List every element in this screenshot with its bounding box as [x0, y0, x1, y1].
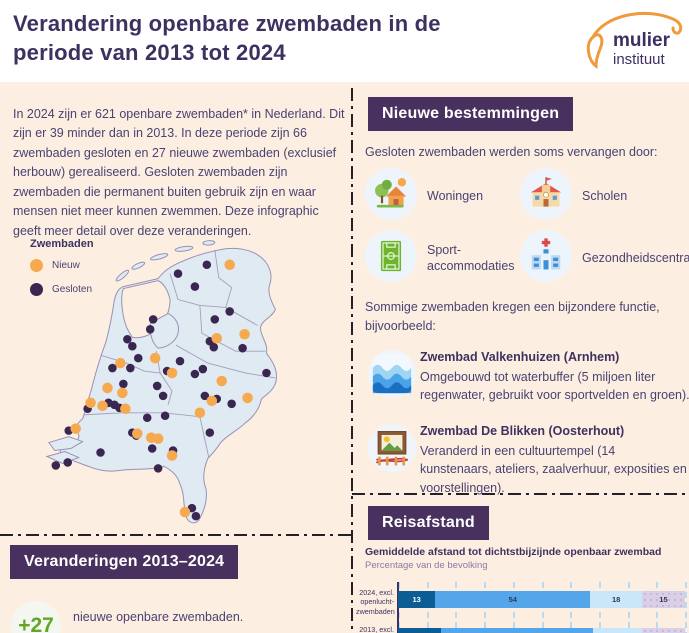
travel-distance-chart: 2024, excl. openlucht-zwembaden 13 54 18 15 2… [356, 578, 689, 633]
column-divider [351, 88, 353, 633]
page-title-line1: Verandering openbare zwembaden in de [13, 11, 441, 36]
nieuw-dot-icon [30, 259, 43, 272]
map-legend: Zwembaden Nieuw Gesloten [30, 238, 94, 307]
art-gallery-icon [368, 424, 416, 472]
dest-label-gezondheidscentra: Gezondheidscentra [582, 251, 689, 265]
left-section-divider [0, 534, 352, 536]
section-heading-bestemmingen: Nieuwe bestemmingen [368, 97, 574, 131]
logo-swoosh-icon [586, 33, 604, 70]
header: Verandering openbare zwembaden in de peri… [0, 0, 689, 82]
chart-category-label: 2013, excl. openlucht-zwembaden [359, 625, 394, 633]
chart-subtitle: Percentage van de bevolking [365, 560, 488, 571]
stat-label: nieuwe openbare zwembaden. [73, 610, 244, 624]
bar-segment: 15 [641, 591, 685, 608]
gesloten-dot-icon [30, 283, 43, 296]
dest-label-sportaccommodaties: Sport-accommodaties [427, 243, 515, 274]
special-item-title: Zwembad Valkenhuizen (Arnhem) [420, 350, 620, 364]
stat-plus27: +27 [11, 601, 61, 633]
section-heading-reisafstand: Reisafstand [368, 506, 489, 540]
bar-segment: 54 [435, 591, 591, 608]
svg-text:instituut: instituut [613, 51, 666, 68]
sports-field-icon [365, 230, 417, 282]
page-title: Verandering openbare zwembaden in de peri… [13, 9, 533, 67]
bar-segment: 18 [590, 591, 642, 608]
special-item-title: Zwembad De Blikken (Oosterhout) [420, 424, 625, 438]
special-item-deblikken: Zwembad De Blikken (Oosterhout) Verander… [420, 422, 689, 497]
bar-segment-value: 13 [412, 595, 421, 604]
special-intro: Sommige zwembaden kregen een bijzondere … [365, 300, 660, 333]
health-center-icon [520, 230, 572, 282]
legend-item-gesloten: Gesloten [30, 283, 94, 296]
water-waves-icon [368, 350, 416, 398]
page-title-line2: periode van 2013 tot 2024 [13, 40, 286, 66]
bar-segment-value: 15 [659, 595, 668, 604]
bar-segment: 15 [398, 628, 442, 633]
dest-label-scholen: Scholen [582, 189, 628, 203]
bar-segment-value: 18 [611, 595, 621, 604]
map-legend-title: Zwembaden [30, 238, 94, 250]
intro-paragraph: In 2024 zijn er 621 openbare zwembaden* … [13, 106, 345, 238]
bar-segment: 53 [441, 628, 594, 633]
svg-text:mulier: mulier [613, 30, 671, 51]
dest-label-woningen: Woningen [427, 189, 484, 203]
school-icon [520, 168, 572, 220]
section-heading-veranderingen: Veranderingen 2013–2024 [10, 545, 239, 579]
right-section-divider [352, 493, 689, 495]
bar-segment: 15 [641, 628, 685, 633]
chart-category-label: 2024, excl. openlucht-zwembaden [356, 588, 395, 616]
house-icon [365, 168, 417, 220]
stat-value: +27 [18, 614, 54, 633]
bar-segment: 17 [593, 628, 642, 633]
destinations-intro: Gesloten zwembaden werden soms vervangen… [365, 145, 658, 159]
mulier-instituut-logo: mulier instituut [586, 11, 683, 70]
special-item-text: Omgebouwd tot waterbuffer (5 miljoen lit… [420, 369, 689, 403]
chart-bar: 15531715 [398, 628, 685, 633]
bar-segment-value: 54 [508, 595, 517, 604]
bar-segment: 13 [398, 591, 436, 608]
netherlands-map [45, 240, 277, 524]
legend-item-nieuw: Nieuw [30, 259, 94, 272]
chart-bar: 13 54 18 15 [398, 591, 685, 608]
chart-title: Gemiddelde afstand tot dichtstbijzijnde … [365, 546, 662, 558]
special-item-valkenhuizen: Zwembad Valkenhuizen (Arnhem) Omgebouwd … [420, 348, 689, 405]
special-item-text: Veranderd in een cultuurtempel (14 kunst… [420, 443, 687, 495]
